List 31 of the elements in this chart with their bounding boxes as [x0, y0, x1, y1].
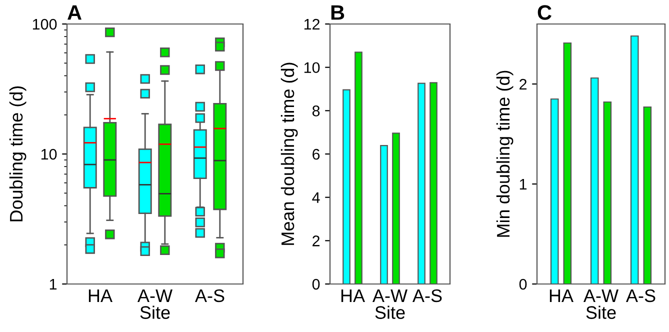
y-tick-label: 10: [41, 148, 57, 160]
x-axis-title: Site: [586, 306, 616, 319]
x-tick-label: HA: [341, 290, 366, 302]
x-tick-label: A-W: [137, 290, 172, 302]
y-tick-label: 12: [304, 18, 320, 30]
x-tick-label: A-W: [372, 290, 408, 302]
y-tick-label: 1: [50, 279, 57, 290]
x-tick-label: HA: [88, 290, 113, 302]
x-tick-label: A-S: [194, 289, 224, 302]
y-tick-label: 6: [312, 148, 320, 160]
y-tick-label: 100: [32, 18, 57, 30]
y-tick-label: 4: [312, 192, 320, 203]
x-axis-title: Site: [140, 306, 170, 319]
y-axis-title: Doubling time (d): [9, 86, 26, 222]
x-tick-label: A-S: [626, 289, 656, 302]
y-tick-label: 10: [304, 62, 320, 74]
y-tick-label: 8: [312, 106, 320, 116]
chart-title: C: [538, 5, 552, 20]
chart-title: B: [331, 5, 344, 20]
y-axis-title: Mean doubling time (d): [280, 62, 298, 245]
y-tick-label: 2: [520, 78, 527, 90]
x-tick-label: A-S: [412, 289, 442, 302]
y-tick-label: 1: [520, 179, 527, 190]
y-tick-label: 0: [519, 278, 527, 290]
x-axis-title: Site: [375, 306, 405, 319]
chart-title: A: [68, 5, 82, 20]
x-tick-label: HA: [550, 290, 574, 302]
y-tick-label: 0: [312, 278, 320, 290]
y-tick-label: 2: [312, 236, 320, 246]
x-tick-label: A-W: [583, 290, 618, 302]
y-axis-title: Min doubling time (d): [496, 70, 514, 237]
